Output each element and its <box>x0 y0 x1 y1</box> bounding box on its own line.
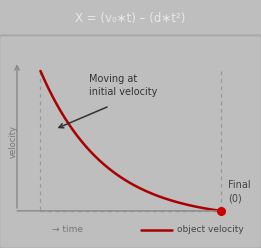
Text: object velocity: object velocity <box>177 225 244 234</box>
Text: Final
(0): Final (0) <box>228 180 251 203</box>
Text: velocity: velocity <box>9 125 17 158</box>
Text: → time: → time <box>52 225 83 234</box>
Text: Moving at
initial velocity: Moving at initial velocity <box>89 74 157 97</box>
Text: X = (v₀∗t) – (d∗t²): X = (v₀∗t) – (d∗t²) <box>75 12 186 25</box>
